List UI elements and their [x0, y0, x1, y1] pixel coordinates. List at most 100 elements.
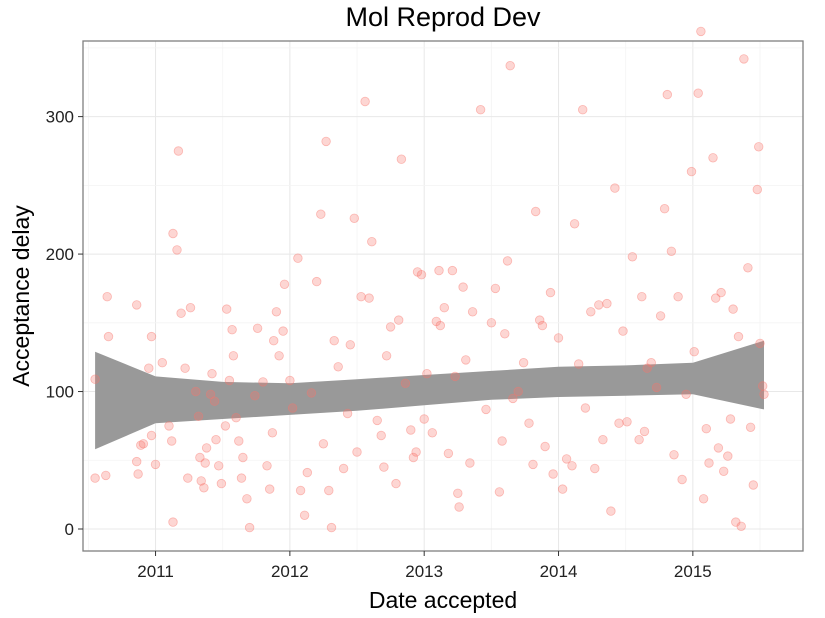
- data-point: [278, 326, 288, 336]
- data-point: [634, 435, 644, 445]
- data-point: [681, 389, 691, 400]
- data-point: [725, 414, 736, 424]
- data-point: [642, 363, 652, 373]
- data-point: [269, 336, 279, 346]
- data-point: [557, 484, 568, 494]
- data-point: [622, 417, 632, 427]
- data-point: [443, 448, 454, 459]
- data-point: [90, 473, 100, 483]
- data-point: [435, 320, 446, 331]
- data-point: [131, 300, 142, 310]
- data-point: [352, 447, 362, 457]
- data-point: [548, 469, 558, 479]
- data-point: [267, 428, 278, 438]
- data-point: [166, 436, 177, 446]
- data-point: [90, 374, 100, 384]
- data-point: [227, 325, 237, 335]
- data-point: [754, 142, 764, 152]
- data-point: [262, 461, 272, 471]
- data-point: [176, 308, 186, 318]
- data-point: [677, 474, 687, 485]
- data-point: [748, 480, 759, 490]
- data-point: [698, 494, 709, 504]
- data-point: [234, 436, 244, 446]
- data-point: [224, 375, 235, 386]
- data-point: [545, 287, 556, 298]
- data-point: [567, 461, 577, 471]
- data-point: [602, 298, 612, 309]
- data-point: [673, 292, 683, 302]
- data-point: [356, 292, 366, 302]
- data-point: [228, 351, 239, 361]
- data-point: [345, 340, 356, 350]
- data-point: [250, 391, 260, 401]
- data-point: [220, 421, 231, 431]
- data-point: [324, 485, 334, 496]
- data-point: [508, 393, 518, 404]
- data-point: [689, 347, 699, 357]
- data-point: [540, 441, 550, 452]
- data-point: [531, 206, 541, 217]
- data-point: [144, 363, 154, 373]
- data-point: [168, 228, 178, 239]
- data-point: [662, 89, 673, 100]
- data-point: [295, 485, 306, 496]
- data-point: [274, 351, 284, 361]
- data-point: [411, 447, 421, 457]
- data-point: [205, 389, 216, 400]
- data-point: [391, 478, 401, 489]
- data-point: [180, 363, 190, 373]
- data-point: [759, 389, 769, 400]
- data-point: [614, 418, 624, 428]
- data-point: [376, 430, 386, 441]
- data-point: [713, 443, 724, 453]
- y-tick-label: 300: [46, 108, 74, 127]
- data-point: [752, 184, 763, 195]
- x-tick-label: 2015: [674, 562, 712, 581]
- data-point: [528, 459, 538, 470]
- x-tick-label: 2013: [405, 562, 443, 581]
- data-point: [329, 336, 339, 346]
- data-point: [231, 413, 241, 423]
- data-point: [475, 104, 486, 115]
- data-point: [578, 104, 588, 115]
- data-point: [486, 318, 497, 328]
- data-point: [101, 470, 111, 481]
- data-point: [586, 307, 596, 317]
- data-point: [211, 435, 221, 445]
- data-point: [342, 408, 353, 419]
- data-point: [201, 443, 212, 453]
- x-tick-label: 2012: [271, 562, 309, 581]
- data-point: [704, 458, 714, 468]
- data-point: [693, 88, 703, 98]
- data-point: [450, 371, 460, 382]
- data-point: [553, 333, 564, 343]
- data-point: [696, 26, 706, 37]
- data-point: [385, 322, 396, 332]
- data-point: [574, 359, 584, 369]
- y-tick-label: 100: [46, 383, 74, 402]
- data-point: [447, 265, 458, 276]
- data-point: [537, 320, 548, 331]
- data-point: [333, 362, 343, 372]
- data-point: [193, 411, 204, 422]
- data-point: [306, 388, 317, 398]
- y-axis-ticks: 0 100 200 300: [46, 108, 83, 539]
- data-point: [505, 60, 515, 71]
- data-point: [173, 146, 184, 156]
- data-point: [490, 283, 501, 294]
- data-point: [146, 331, 157, 342]
- data-point: [312, 276, 322, 287]
- x-axis-title: Date accepted: [369, 587, 517, 613]
- data-point: [513, 386, 523, 397]
- data-point: [561, 454, 572, 464]
- data-point: [431, 316, 442, 327]
- data-point: [103, 331, 114, 342]
- data-point: [590, 463, 600, 474]
- data-point: [287, 403, 298, 413]
- data-point: [458, 282, 468, 292]
- data-point: [252, 323, 263, 334]
- data-point: [427, 428, 438, 438]
- data-point: [497, 436, 507, 446]
